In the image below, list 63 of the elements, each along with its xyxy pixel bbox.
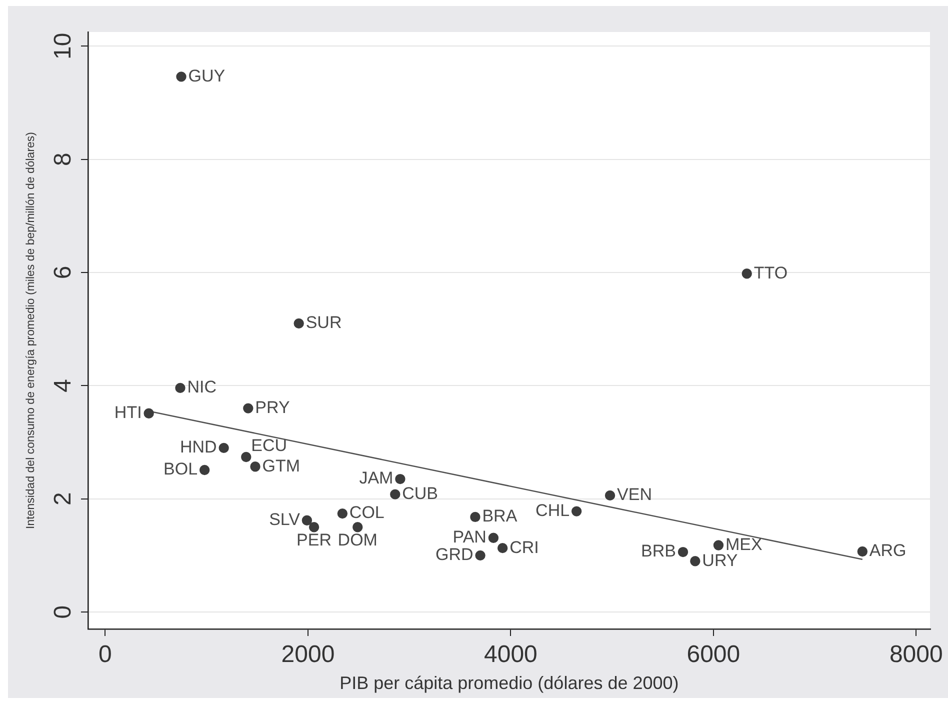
point [243,403,254,414]
x-tick-label: 4000 [484,641,538,668]
annotation: COL [349,503,384,522]
point [857,546,868,557]
point [395,474,406,484]
x-axis-title: PIB per cápita promedio (dólares de 2000) [340,673,679,694]
point [337,508,348,519]
y-tick-label: 2 [49,492,76,506]
point [678,546,688,558]
annotation: BRA [482,506,518,526]
annotation: JAM [359,468,394,488]
annotation: GRD [436,545,474,564]
x-tick-label: 6000 [686,641,740,668]
x-tick-label: 8000 [889,641,943,668]
point [294,318,304,329]
annotation: PRY [255,398,290,417]
annotation: SLV [269,510,301,530]
x-tick-label: 2000 [281,641,335,668]
annotation: HND [180,438,217,457]
point [690,556,700,566]
annotation: PER [296,530,332,550]
y-tick-label: 8 [49,152,76,166]
annotation: ECU [251,436,288,455]
point [475,550,486,561]
y-tick-label: 6 [49,266,76,280]
x-tick-label: 0 [98,641,112,668]
point [218,442,229,454]
point [352,522,363,532]
annotation: CUB [402,484,438,504]
annotation: GTM [262,456,300,476]
point [497,542,508,554]
annotation: CRI [510,538,539,557]
y-axis-title: Intensidad del consumo de energía promedio (miles de bep/millón de dólares) [25,132,38,529]
annotation: PAN [452,528,486,547]
annotation: VEN [617,485,652,504]
point [302,515,312,526]
point [390,489,400,500]
annotation: NIC [187,378,217,397]
annotation: BRB [641,542,676,561]
annotation: TTO [754,263,788,282]
annotation: CHL [536,500,570,520]
annotation: HTI [114,403,142,422]
annotation: GUY [188,66,226,86]
y-tick-label: 0 [49,605,76,619]
point [742,268,752,279]
y-tick-label: 10 [49,32,76,60]
annotation: DOM [338,530,378,550]
point [176,72,186,82]
point [144,408,154,418]
point [488,532,499,543]
point [199,464,210,476]
point [713,540,724,550]
y-tick-label: 4 [49,378,76,392]
point [604,490,616,501]
point [308,522,320,532]
point [571,506,582,516]
annotation: SUR [306,313,342,332]
annotation: ARG [869,541,906,560]
point [241,452,252,462]
point [175,382,186,394]
annotation: BOL [164,460,198,479]
point [470,512,480,522]
point [250,461,260,472]
